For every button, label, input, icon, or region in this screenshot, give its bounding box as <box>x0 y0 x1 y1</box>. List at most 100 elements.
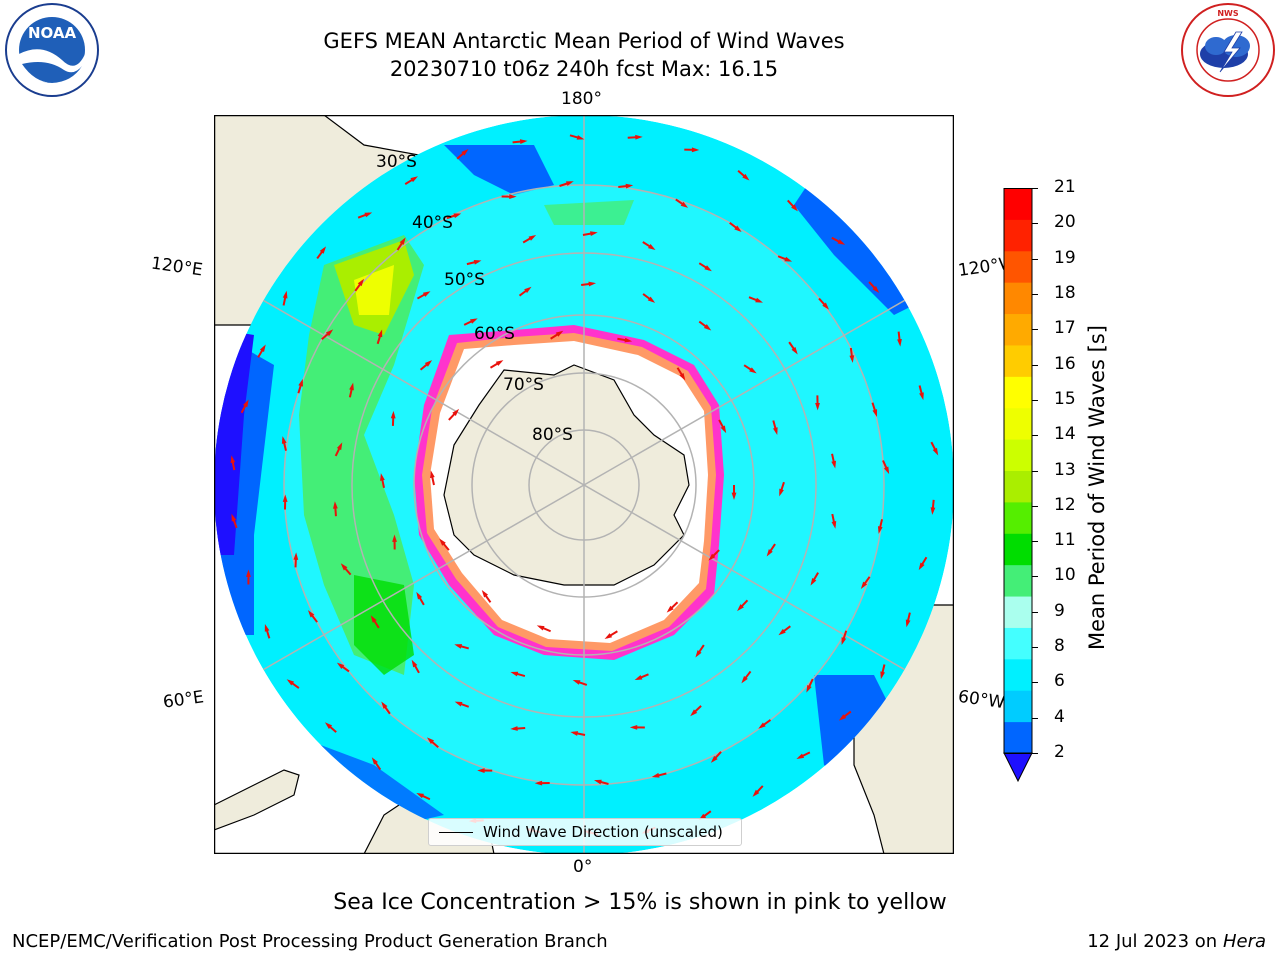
wind-arrow-head <box>634 675 643 681</box>
colorbar-ticks: 2 4 6 8 9 10 11 12 13 14 15 16 17 18 19 20 21 <box>1032 0 1110 960</box>
colorbar-tick-label: 17 <box>1054 318 1076 339</box>
wind-arrow-head <box>349 382 354 391</box>
wind-arrow-head <box>624 337 633 343</box>
wind-arrow-head <box>380 473 385 481</box>
colorbar-tick-label: 11 <box>1054 530 1076 551</box>
wind-arrow-head <box>918 562 925 571</box>
wind-arrow-head <box>246 569 251 577</box>
wind-arrow-head <box>371 757 378 765</box>
wind-arrow-head <box>336 442 343 451</box>
wind-arrow-head <box>231 513 237 522</box>
wind-arrow-head <box>822 302 830 310</box>
wind-arrow-head <box>860 581 868 589</box>
wind-arrow-head <box>590 231 598 237</box>
lon-label-lower-right: 60°W <box>956 686 1007 714</box>
wind-arrow-head <box>357 278 365 287</box>
wind-arrow-head <box>690 709 698 717</box>
colorbar-tick-mark <box>1032 717 1038 719</box>
sea-ice-caption: Sea Ice Concentration > 15% is shown in … <box>333 890 947 915</box>
wind-arrow-head <box>410 176 418 183</box>
wind-arrow-head <box>452 408 460 416</box>
colorbar-tick-label: 2 <box>1054 742 1065 762</box>
lat-label-60s: 60°S <box>474 324 515 344</box>
colorbar-segment <box>1004 407 1032 440</box>
footer-date: 12 Jul 2023 on Hera <box>1087 931 1266 952</box>
colorbar-tick-mark <box>1032 258 1038 260</box>
colorbar-segment <box>1004 250 1032 283</box>
colorbar-segment <box>1004 658 1032 691</box>
footer-branch: NCEP/EMC/Verification Post Processing Pr… <box>12 931 608 952</box>
wind-arrow-head <box>377 329 383 338</box>
wind-arrow-head <box>647 244 656 251</box>
wind-arrow-head <box>588 281 597 287</box>
colorbar-svg <box>1003 188 1033 783</box>
wind-arrow-head <box>919 392 924 401</box>
wind-arrow-head <box>282 494 288 502</box>
wind-arrow-head <box>392 534 397 542</box>
wind-arrow-head <box>872 285 880 294</box>
nws-logo: NWS <box>1178 2 1278 98</box>
wind-arrow-head <box>629 725 638 730</box>
colorbar-tick-mark <box>1032 541 1038 543</box>
colorbar-extend-arrow <box>1003 752 1033 783</box>
wind-arrow-head <box>570 731 579 736</box>
wind-arrow-head <box>755 297 763 303</box>
wind-arrow-head <box>411 659 418 668</box>
wind-arrow-head <box>473 259 482 265</box>
wind-arrow-head <box>691 147 700 153</box>
wind-arrow-head <box>704 265 712 272</box>
colorbar-tick-mark <box>1032 223 1038 225</box>
wind-arrow-head <box>647 296 656 303</box>
colorbar-segment <box>1004 313 1032 346</box>
wind-arrow-head <box>779 488 784 497</box>
wind-arrow-head <box>293 552 299 560</box>
colorbar-tick-mark <box>1032 364 1038 366</box>
wind-arrow-head <box>319 246 327 254</box>
lat-label-30s: 30°S <box>376 152 417 172</box>
colorbar-tick-mark <box>1032 647 1038 649</box>
wind-arrow-head <box>880 671 885 680</box>
map-svg <box>213 114 955 855</box>
wind-arrow-head <box>737 604 744 612</box>
wind-arrow-head <box>510 671 519 677</box>
wind-arrow-head <box>565 181 574 186</box>
wind-arrow-head <box>604 633 613 640</box>
colorbar-segment <box>1004 721 1032 754</box>
wind-arrow-head <box>469 318 478 324</box>
wind-arrow-head <box>281 436 287 444</box>
wind-arrow-head <box>625 183 634 189</box>
wind-arrow-head <box>752 789 760 797</box>
wind-arrow-head <box>416 792 424 799</box>
wind-arrow-head <box>796 753 805 759</box>
map-panel <box>213 114 955 855</box>
wind-arrow-head <box>439 538 446 546</box>
colorbar-tick-mark <box>1032 329 1038 331</box>
colorbar-tick-label: 4 <box>1054 706 1065 727</box>
wind-arrow-head <box>815 402 820 411</box>
lon-label-bottom: 0° <box>573 857 593 877</box>
wind-arrow-head <box>555 330 564 337</box>
wind-arrow-head <box>336 662 345 669</box>
wind-arrow-head <box>364 212 373 218</box>
colorbar-tick-label: 16 <box>1054 353 1076 374</box>
wind-arrow-head <box>831 460 837 469</box>
colorbar-segment <box>1004 596 1032 628</box>
wind-arrow-head <box>324 722 333 729</box>
wind-arrow-head <box>897 338 902 347</box>
wind-arrow-head <box>340 563 348 571</box>
wind-arrow-head <box>831 521 837 529</box>
colorbar-tick-mark <box>1032 611 1038 613</box>
wind-arrow-head <box>872 409 878 417</box>
wind-arrow-head <box>708 553 716 561</box>
wind-arrow-head <box>370 615 377 623</box>
wind-arrow-head <box>282 290 288 299</box>
footer-date-text: 12 Jul 2023 on <box>1087 931 1223 952</box>
wind-arrow-head <box>534 780 543 786</box>
title-line-2: 20230710 t06z 240h fcst Max: 16.15 <box>389 57 779 81</box>
wind-arrow-head <box>495 360 504 366</box>
title-line-1: GEFS MEAN Antarctic Mean Period of Wind … <box>323 29 845 53</box>
wind-arrow-head <box>454 644 463 649</box>
colorbar-tick-label: 12 <box>1054 494 1076 515</box>
wind-arrow-head <box>572 680 581 685</box>
footer-machine: Hera <box>1222 931 1266 952</box>
